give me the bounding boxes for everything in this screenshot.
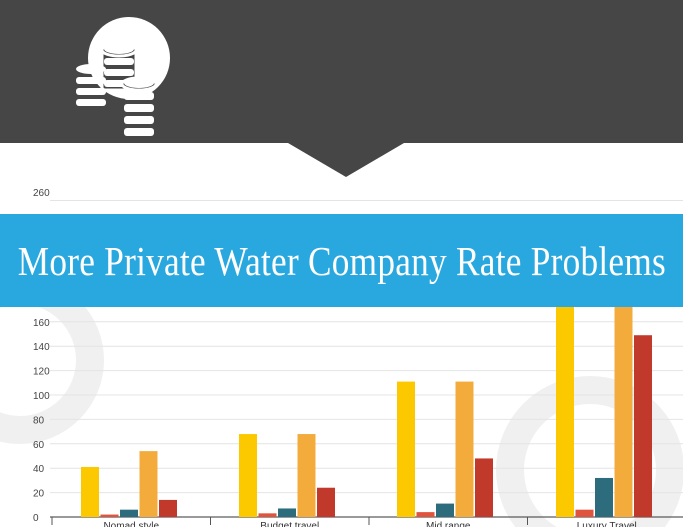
y-tick-label: 80 <box>33 415 45 426</box>
y-tick-label-top: 260 <box>33 188 50 199</box>
bar <box>258 513 277 517</box>
bar <box>556 285 574 517</box>
y-tick-label: 60 <box>33 440 45 451</box>
bar <box>120 509 138 517</box>
y-tick-label: 40 <box>33 464 45 475</box>
bar <box>595 477 613 517</box>
bar <box>614 285 633 517</box>
gridline-top <box>50 200 683 201</box>
bar <box>575 509 594 517</box>
banner-title: More Private Water Company Rate Problems <box>17 237 666 284</box>
bar <box>239 434 257 517</box>
bar <box>278 508 296 517</box>
bar <box>297 434 316 517</box>
bar <box>397 381 415 517</box>
x-tick-label: Nomad style <box>103 521 159 527</box>
y-tick-label: 0 <box>33 513 39 524</box>
bar <box>159 499 177 517</box>
header-pointer <box>288 143 404 177</box>
y-tick-label: 160 <box>33 318 50 329</box>
bar <box>475 458 493 517</box>
y-tick-label: 100 <box>33 391 50 402</box>
bar <box>317 487 335 517</box>
bar <box>81 466 99 517</box>
bar <box>436 503 454 517</box>
title-banner: More Private Water Company Rate Problems <box>0 214 683 307</box>
bar <box>416 512 435 517</box>
coins-stack-icon <box>76 17 170 136</box>
y-tick-label: 140 <box>33 342 50 353</box>
bar <box>634 335 652 517</box>
x-tick-label: Mid range <box>426 521 471 527</box>
x-tick-label: Luxury Travel <box>577 521 637 527</box>
y-tick-label: 20 <box>33 489 45 500</box>
y-tick-label: 120 <box>33 367 50 378</box>
bar <box>100 514 119 517</box>
x-tick-label: Budget travel <box>260 521 319 527</box>
bar <box>139 451 158 517</box>
bar <box>455 381 474 517</box>
